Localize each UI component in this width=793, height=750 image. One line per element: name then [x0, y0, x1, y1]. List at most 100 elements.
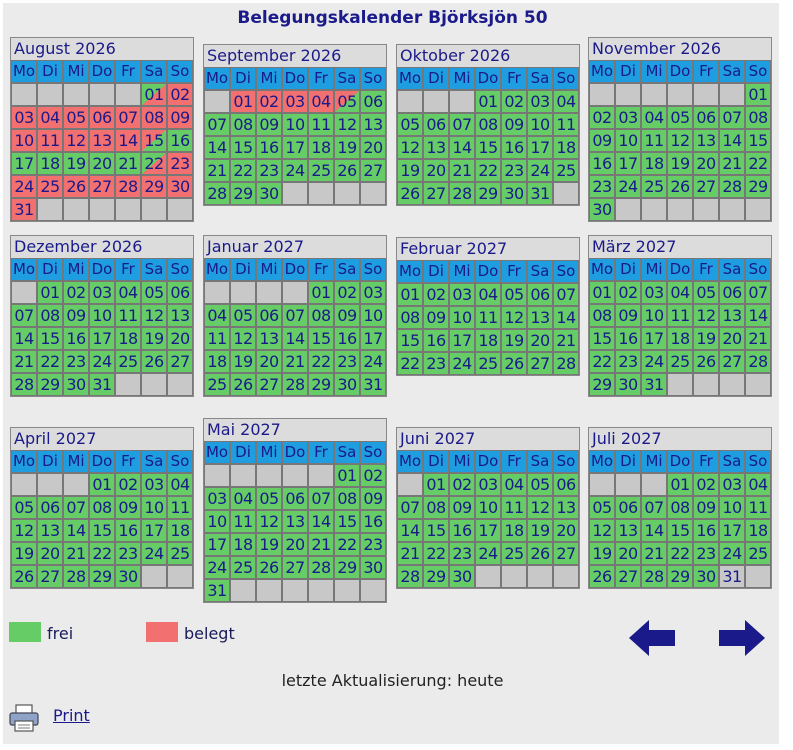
day-cell[interactable]: 22 — [745, 152, 771, 175]
day-cell[interactable]: 11 — [745, 496, 771, 519]
day-cell[interactable]: 18 — [501, 519, 527, 542]
day-cell[interactable]: 25 — [553, 159, 579, 182]
day-cell[interactable]: 13 — [167, 304, 193, 327]
day-cell[interactable]: 07 — [449, 113, 475, 136]
day-cell[interactable]: 31 — [11, 198, 37, 221]
day-cell[interactable]: 19 — [397, 159, 423, 182]
day-cell[interactable]: 09 — [360, 487, 386, 510]
day-cell[interactable]: 30 — [167, 175, 193, 198]
day-cell[interactable]: 17 — [204, 533, 230, 556]
day-cell[interactable]: 02 — [115, 473, 141, 496]
day-cell[interactable]: 18 — [745, 519, 771, 542]
day-cell[interactable]: 24 — [360, 350, 386, 373]
day-cell[interactable]: 01 — [423, 473, 449, 496]
day-cell[interactable]: 05 — [589, 496, 615, 519]
day-cell[interactable]: 30 — [449, 565, 475, 588]
day-cell[interactable]: 15 — [308, 327, 334, 350]
day-cell[interactable]: 22 — [475, 159, 501, 182]
day-cell[interactable]: 12 — [11, 519, 37, 542]
day-cell[interactable]: 09 — [615, 304, 641, 327]
day-cell[interactable]: 01 — [230, 90, 256, 113]
day-cell[interactable]: 30 — [501, 182, 527, 205]
day-cell[interactable]: 11 — [667, 304, 693, 327]
day-cell[interactable]: 24 — [141, 542, 167, 565]
day-cell[interactable]: 01 — [334, 464, 360, 487]
day-cell[interactable]: 27 — [37, 565, 63, 588]
day-cell[interactable]: 30 — [615, 373, 641, 396]
day-cell[interactable]: 28 — [745, 350, 771, 373]
day-cell[interactable]: 24 — [527, 159, 553, 182]
day-cell[interactable]: 10 — [449, 306, 475, 329]
day-cell[interactable]: 13 — [527, 306, 553, 329]
day-cell[interactable]: 06 — [167, 281, 193, 304]
day-cell[interactable]: 10 — [527, 113, 553, 136]
day-cell[interactable]: 29 — [475, 182, 501, 205]
day-cell[interactable]: 05 — [397, 113, 423, 136]
day-cell[interactable]: 25 — [641, 175, 667, 198]
day-cell[interactable]: 15 — [423, 519, 449, 542]
day-cell[interactable]: 19 — [256, 533, 282, 556]
day-cell[interactable]: 22 — [141, 152, 167, 175]
day-cell[interactable]: 11 — [501, 496, 527, 519]
day-cell[interactable]: 24 — [641, 350, 667, 373]
day-cell[interactable]: 01 — [89, 473, 115, 496]
day-cell[interactable]: 19 — [589, 542, 615, 565]
day-cell[interactable]: 03 — [527, 90, 553, 113]
day-cell[interactable]: 08 — [89, 496, 115, 519]
day-cell[interactable]: 05 — [501, 283, 527, 306]
day-cell[interactable]: 11 — [37, 129, 63, 152]
day-cell[interactable]: 28 — [204, 182, 230, 205]
day-cell[interactable]: 25 — [308, 159, 334, 182]
day-cell[interactable]: 27 — [719, 350, 745, 373]
day-cell[interactable]: 03 — [641, 281, 667, 304]
day-cell[interactable]: 14 — [719, 129, 745, 152]
day-cell[interactable]: 05 — [527, 473, 553, 496]
day-cell[interactable]: 23 — [449, 542, 475, 565]
day-cell[interactable]: 11 — [308, 113, 334, 136]
printer-icon[interactable] — [8, 704, 40, 732]
day-cell[interactable]: 15 — [475, 136, 501, 159]
day-cell[interactable]: 21 — [282, 350, 308, 373]
day-cell[interactable]: 07 — [719, 106, 745, 129]
day-cell[interactable]: 09 — [115, 496, 141, 519]
day-cell[interactable]: 10 — [615, 129, 641, 152]
day-cell[interactable]: 09 — [423, 306, 449, 329]
day-cell[interactable]: 06 — [527, 283, 553, 306]
day-cell[interactable]: 09 — [449, 496, 475, 519]
day-cell[interactable]: 25 — [115, 350, 141, 373]
day-cell[interactable]: 17 — [141, 519, 167, 542]
day-cell[interactable]: 04 — [115, 281, 141, 304]
day-cell[interactable]: 27 — [360, 159, 386, 182]
day-cell[interactable]: 09 — [63, 304, 89, 327]
day-cell[interactable]: 31 — [527, 182, 553, 205]
day-cell[interactable]: 22 — [308, 350, 334, 373]
day-cell[interactable]: 01 — [141, 83, 167, 106]
day-cell[interactable]: 20 — [360, 136, 386, 159]
day-cell[interactable]: 16 — [256, 136, 282, 159]
day-cell[interactable]: 12 — [256, 510, 282, 533]
day-cell[interactable]: 20 — [553, 519, 579, 542]
day-cell[interactable]: 17 — [449, 329, 475, 352]
day-cell[interactable]: 13 — [553, 496, 579, 519]
day-cell[interactable]: 29 — [423, 565, 449, 588]
day-cell[interactable]: 29 — [141, 175, 167, 198]
day-cell[interactable]: 10 — [11, 129, 37, 152]
day-cell[interactable]: 04 — [204, 304, 230, 327]
day-cell[interactable]: 15 — [745, 129, 771, 152]
day-cell[interactable]: 20 — [89, 152, 115, 175]
day-cell[interactable]: 11 — [115, 304, 141, 327]
day-cell[interactable]: 25 — [37, 175, 63, 198]
day-cell[interactable]: 20 — [719, 327, 745, 350]
day-cell[interactable]: 15 — [667, 519, 693, 542]
day-cell[interactable]: 22 — [397, 352, 423, 375]
day-cell[interactable]: 17 — [719, 519, 745, 542]
day-cell[interactable]: 29 — [334, 556, 360, 579]
day-cell[interactable]: 22 — [423, 542, 449, 565]
day-cell[interactable]: 20 — [282, 533, 308, 556]
day-cell[interactable]: 28 — [63, 565, 89, 588]
day-cell[interactable]: 16 — [615, 327, 641, 350]
day-cell[interactable]: 30 — [334, 373, 360, 396]
day-cell[interactable]: 06 — [719, 281, 745, 304]
day-cell[interactable]: 15 — [589, 327, 615, 350]
day-cell[interactable]: 25 — [230, 556, 256, 579]
